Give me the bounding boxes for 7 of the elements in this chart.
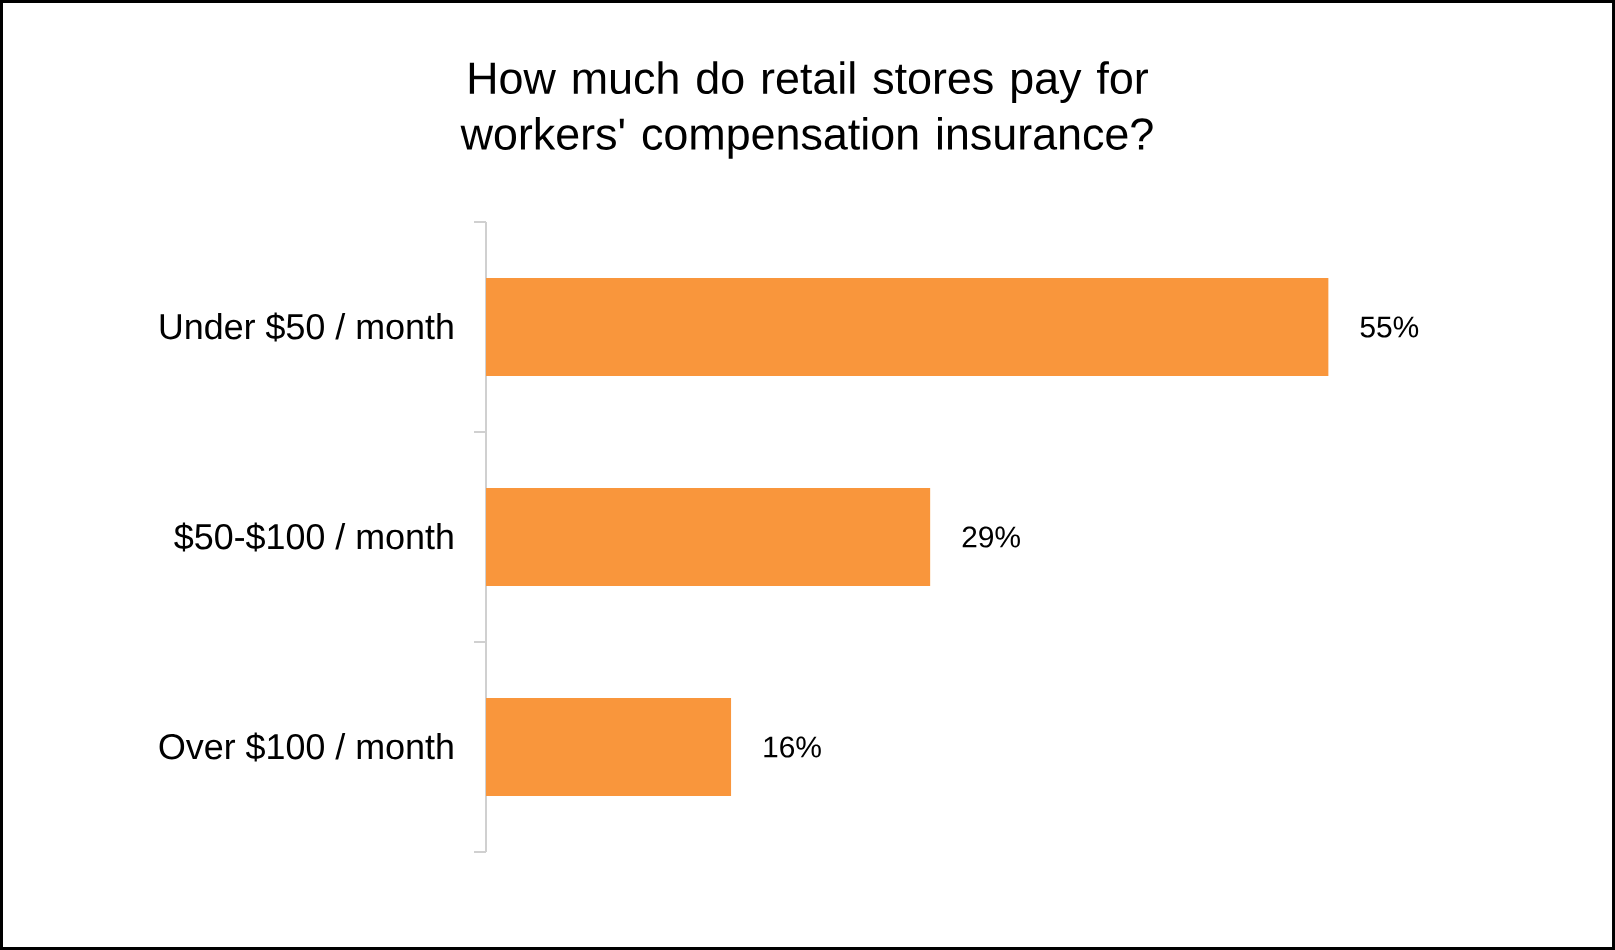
data-label: 55%	[1360, 316, 1419, 338]
data-label: 29%	[962, 526, 1020, 548]
y-tick-label: $50-$100 / month	[174, 522, 453, 552]
y-tick-label: Under $50 / month	[160, 312, 453, 342]
y-tick-label: Over $100 / month	[159, 732, 453, 762]
data-label: 16%	[764, 736, 821, 758]
chart-title: How much do retail stores pay for workers' compensation insurance?	[460, 61, 1153, 159]
